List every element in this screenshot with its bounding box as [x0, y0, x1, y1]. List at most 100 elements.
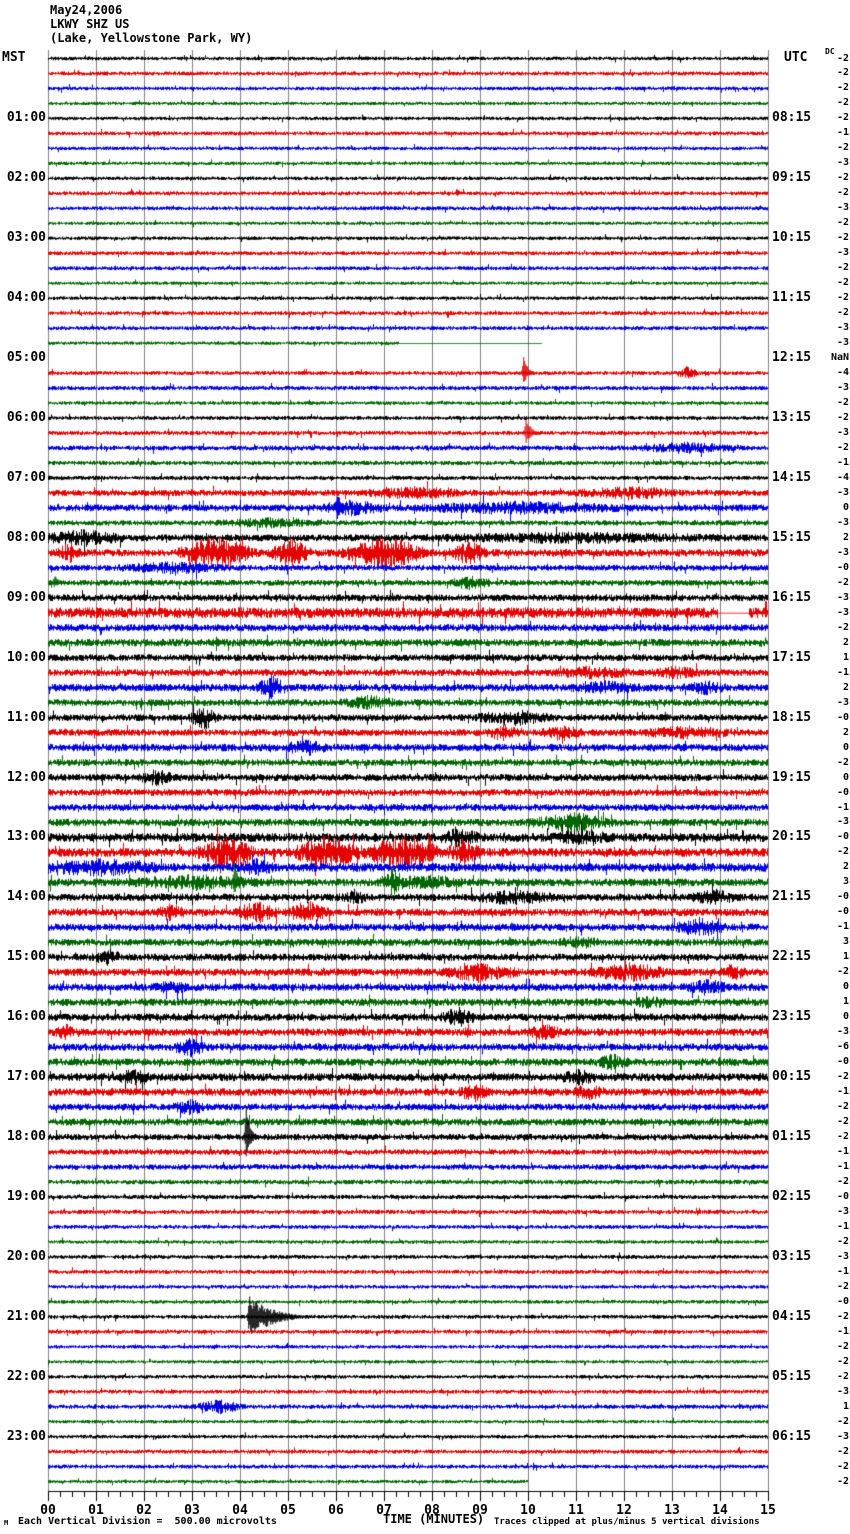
mst-hour-label: 07:00: [6, 469, 46, 485]
utc-hour-label: 05:15: [772, 1368, 812, 1384]
dc-offset-value: -2: [836, 576, 849, 588]
dc-offset-value: -3: [836, 696, 849, 708]
mst-hour-label: 13:00: [6, 829, 46, 845]
dc-offset-value: -0: [836, 831, 849, 843]
dc-offset-value: -3: [836, 322, 849, 334]
dc-offset-value: 0: [842, 501, 849, 513]
dc-offset-value: -3: [836, 157, 849, 169]
dc-offset-value: 1: [842, 996, 849, 1008]
mst-hour-label: 06:00: [6, 410, 46, 426]
dc-offset-value: -3: [836, 202, 849, 214]
left-axis-label-mst: MST: [2, 50, 26, 65]
dc-offset-value: -3: [836, 516, 849, 528]
dc-offset-value: -4: [836, 367, 849, 379]
dc-offset-value: -2: [836, 1340, 849, 1352]
dc-offset-value: -2: [836, 262, 849, 274]
dc-offset-value: -3: [836, 606, 849, 618]
minute-tick-label: 12: [616, 1503, 632, 1518]
dc-offset-value: -3: [836, 382, 849, 394]
dc-offset-value: 2: [842, 636, 849, 648]
minute-tick-label: 03: [184, 1503, 200, 1518]
dc-offset-value: -1: [836, 921, 849, 933]
dc-offset-value: -1: [836, 1146, 849, 1158]
dc-offset-value: -3: [836, 1385, 849, 1397]
dc-offset-value: -1: [836, 1220, 849, 1232]
dc-offset-value: -2: [836, 1116, 849, 1128]
utc-hour-label: 22:15: [772, 949, 812, 965]
dc-offset-value: -3: [836, 486, 849, 498]
mst-hour-label: 21:00: [6, 1308, 46, 1324]
dc-offset-value: -0: [836, 1056, 849, 1068]
utc-hour-label: 18:15: [772, 709, 812, 725]
dc-offset-value: 1: [842, 1400, 849, 1412]
mst-hour-label: 11:00: [6, 709, 46, 725]
minute-tick-label: 14: [712, 1503, 728, 1518]
mst-hour-label: 09:00: [6, 589, 46, 605]
dc-offset-value: -2: [836, 142, 849, 154]
dc-offset-value: -3: [836, 1430, 849, 1442]
dc-offset-value: 2: [842, 726, 849, 738]
minute-tick-label: 09: [472, 1503, 488, 1518]
dc-offset-value: -1: [836, 127, 849, 139]
dc-offset-value: -3: [836, 816, 849, 828]
dc-offset-value: 0: [842, 771, 849, 783]
utc-hour-label: 13:15: [772, 410, 812, 426]
dc-offset-value: -2: [836, 1370, 849, 1382]
dc-offset-value: 1: [842, 951, 849, 963]
dc-offset-value: -2: [836, 1445, 849, 1457]
scale-note: Each Vertical Division = 500.00 microvol…: [18, 1516, 277, 1527]
dc-offset-value: -0: [836, 1295, 849, 1307]
right-axis-label-utc: UTC: [784, 50, 808, 65]
title-location: (Lake, Yellowstone Park, WY): [50, 31, 253, 45]
dc-offset-value: -2: [836, 621, 849, 633]
dc-offset-value: -2: [836, 82, 849, 94]
dc-offset-value: -0: [836, 906, 849, 918]
dc-offset-value: NaN: [830, 352, 849, 364]
mst-hour-label: 20:00: [6, 1248, 46, 1264]
utc-hour-label: 04:15: [772, 1308, 812, 1324]
clip-note: Traces clipped at plus/minus 5 vertical …: [494, 1517, 760, 1527]
utc-hour-label: 09:15: [772, 170, 812, 186]
utc-hour-label: 20:15: [772, 829, 812, 845]
dc-offset-value: -0: [836, 561, 849, 573]
dc-offset-value: -0: [836, 711, 849, 723]
minute-tick-label: 00: [40, 1503, 56, 1518]
dc-offset-value: -2: [836, 277, 849, 289]
dc-offset-value: 3: [842, 876, 849, 888]
dc-offset-value: -3: [836, 1026, 849, 1038]
mst-hour-label: 16:00: [6, 1009, 46, 1025]
dc-offset-value: -2: [836, 172, 849, 184]
dc-offset-value: 0: [842, 981, 849, 993]
dc-offset-value: -1: [836, 1265, 849, 1277]
utc-hour-label: 02:15: [772, 1188, 812, 1204]
mst-hour-label: 23:00: [6, 1428, 46, 1444]
dc-offset-value: -2: [836, 52, 849, 64]
dc-offset-value: -2: [836, 1355, 849, 1367]
dc-offset-value: -3: [836, 1205, 849, 1217]
dc-offset-value: -2: [836, 232, 849, 244]
dc-offset-value: 2: [842, 681, 849, 693]
dc-offset-value: -1: [836, 1161, 849, 1173]
utc-hour-label: 11:15: [772, 290, 812, 306]
dc-offset-value: -3: [836, 427, 849, 438]
dc-offset-value: -1: [836, 456, 849, 468]
title-date: May24,2006: [50, 3, 123, 17]
dc-offset-value: -3: [836, 337, 849, 349]
dc-offset-value: 1: [842, 651, 849, 663]
dc-offset-value: -2: [836, 1310, 849, 1322]
utc-hour-label: 06:15: [772, 1428, 812, 1444]
dc-offset-value: -2: [836, 307, 849, 319]
minute-tick-label: 13: [664, 1503, 680, 1518]
dc-offset-value: 2: [842, 531, 849, 543]
minute-tick-label: 11: [568, 1503, 584, 1518]
dc-offset-value: -2: [836, 412, 849, 424]
dc-offset-value: 3: [842, 936, 849, 948]
minute-tick-label: 15: [760, 1503, 776, 1518]
dc-offset-value: -2: [836, 1460, 849, 1472]
dc-offset-value: -3: [836, 247, 849, 259]
dc-offset-value: -3: [836, 546, 849, 558]
dc-offset-value: -2: [836, 846, 849, 858]
dc-offset-value: -2: [836, 1475, 849, 1487]
